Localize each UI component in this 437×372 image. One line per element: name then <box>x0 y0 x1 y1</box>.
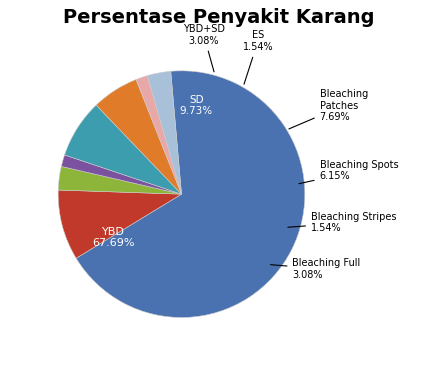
Text: Bleaching Full
3.08%: Bleaching Full 3.08% <box>271 259 361 280</box>
Text: YBD
67.69%: YBD 67.69% <box>92 227 135 248</box>
Text: Bleaching Stripes
1.54%: Bleaching Stripes 1.54% <box>288 212 396 233</box>
Wedge shape <box>58 190 181 258</box>
Wedge shape <box>147 71 181 194</box>
Wedge shape <box>96 80 181 194</box>
Wedge shape <box>61 155 181 194</box>
Text: YBD+SD
3.08%: YBD+SD 3.08% <box>183 24 225 72</box>
Wedge shape <box>136 76 181 194</box>
Text: Bleaching Spots
6.15%: Bleaching Spots 6.15% <box>299 160 398 184</box>
Text: ES
1.54%: ES 1.54% <box>243 30 273 84</box>
Wedge shape <box>65 105 181 194</box>
Text: Bleaching
Patches
7.69%: Bleaching Patches 7.69% <box>289 89 368 129</box>
Text: SD
9.73%: SD 9.73% <box>180 94 213 116</box>
Wedge shape <box>58 166 181 194</box>
Wedge shape <box>76 71 305 317</box>
Title: Persentase Penyakit Karang: Persentase Penyakit Karang <box>63 8 374 27</box>
